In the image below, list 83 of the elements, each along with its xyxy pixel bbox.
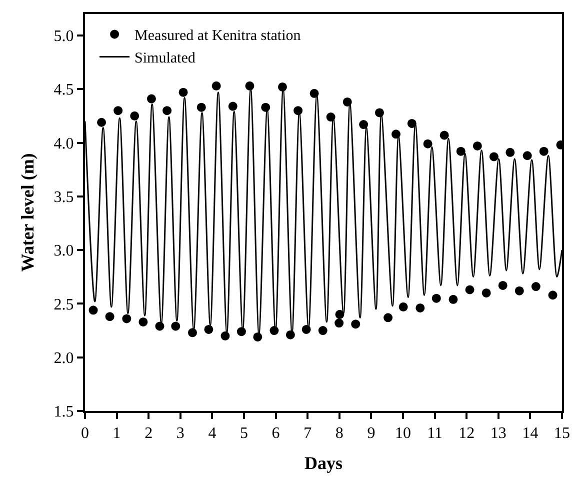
point: [228, 102, 238, 111]
x-tick-label: 11: [427, 425, 443, 442]
point: [398, 302, 408, 312]
point: [351, 320, 360, 329]
point: [432, 294, 441, 303]
point: [178, 88, 188, 97]
point: [318, 326, 328, 336]
point: [384, 313, 393, 322]
point: [407, 118, 416, 128]
point: [212, 81, 221, 90]
y-tick-label: 3.0: [54, 242, 74, 260]
point: [261, 102, 270, 112]
point: [236, 327, 246, 336]
x-tick-label: 9: [367, 425, 376, 442]
y-tick-label: 5.0: [54, 28, 74, 46]
point: [514, 286, 524, 296]
point: [196, 102, 206, 112]
point: [88, 306, 98, 315]
point: [138, 317, 148, 326]
x-tick-label: 1: [112, 425, 121, 442]
y-tick-label: 4.5: [54, 82, 74, 99]
point: [130, 111, 140, 120]
point: [359, 120, 368, 130]
point: [105, 312, 114, 322]
point: [286, 330, 295, 340]
point: [245, 81, 254, 90]
y-tick-label: 3.5: [54, 189, 74, 206]
point: [162, 106, 172, 116]
x-tick-label: 2: [144, 425, 153, 442]
point: [472, 141, 482, 150]
x-tick-label: 6: [272, 425, 280, 442]
y-axis-title: Water level (m): [18, 153, 38, 272]
x-tick-label: 13: [490, 425, 506, 442]
point: [155, 322, 164, 331]
x-tick-label: 5: [240, 425, 248, 442]
point: [416, 303, 425, 312]
point: [146, 94, 156, 104]
x-tick-label: 0: [81, 425, 89, 442]
x-axis-title: Days: [304, 452, 343, 473]
point: [448, 294, 458, 304]
point: [253, 332, 262, 342]
x-tick-label: 8: [335, 425, 344, 442]
point: [114, 106, 123, 116]
x-tick-label: 3: [176, 425, 184, 442]
y-tick-label: 4.0: [54, 135, 74, 152]
point: [122, 314, 132, 324]
x-tick-label: 10: [395, 425, 411, 442]
x-tick-label: 12: [458, 425, 475, 442]
y-tick-label: 1.5: [54, 404, 74, 421]
point: [374, 108, 384, 118]
point: [310, 88, 319, 98]
x-tick-label: 7: [304, 425, 312, 442]
point: [342, 97, 352, 106]
x-tick-label: 4: [208, 425, 216, 442]
point: [482, 288, 491, 298]
point: [489, 152, 498, 162]
point: [531, 282, 540, 292]
legend-label: Simulated: [134, 50, 196, 67]
legend-label: Measured at Kenitra station: [134, 28, 302, 44]
point: [278, 82, 287, 92]
x-tick-label: 14: [522, 425, 538, 442]
point: [440, 130, 449, 140]
point: [334, 318, 344, 328]
point: [456, 146, 466, 156]
point: [539, 146, 548, 156]
point: [204, 324, 214, 334]
point: [498, 280, 508, 290]
y-tick-label: 2.0: [54, 350, 74, 367]
y-tick-label: 2.5: [54, 296, 74, 314]
point: [465, 285, 474, 294]
point: [97, 118, 106, 127]
point: [423, 139, 432, 148]
point: [335, 310, 344, 319]
point: [392, 130, 400, 139]
point: [294, 106, 303, 116]
point: [171, 322, 180, 331]
point: [220, 331, 230, 340]
point: [506, 148, 515, 157]
point: [522, 151, 532, 160]
point: [188, 328, 197, 338]
point: [548, 290, 558, 300]
point: [302, 324, 311, 334]
x-tick-label: 15: [554, 425, 570, 442]
